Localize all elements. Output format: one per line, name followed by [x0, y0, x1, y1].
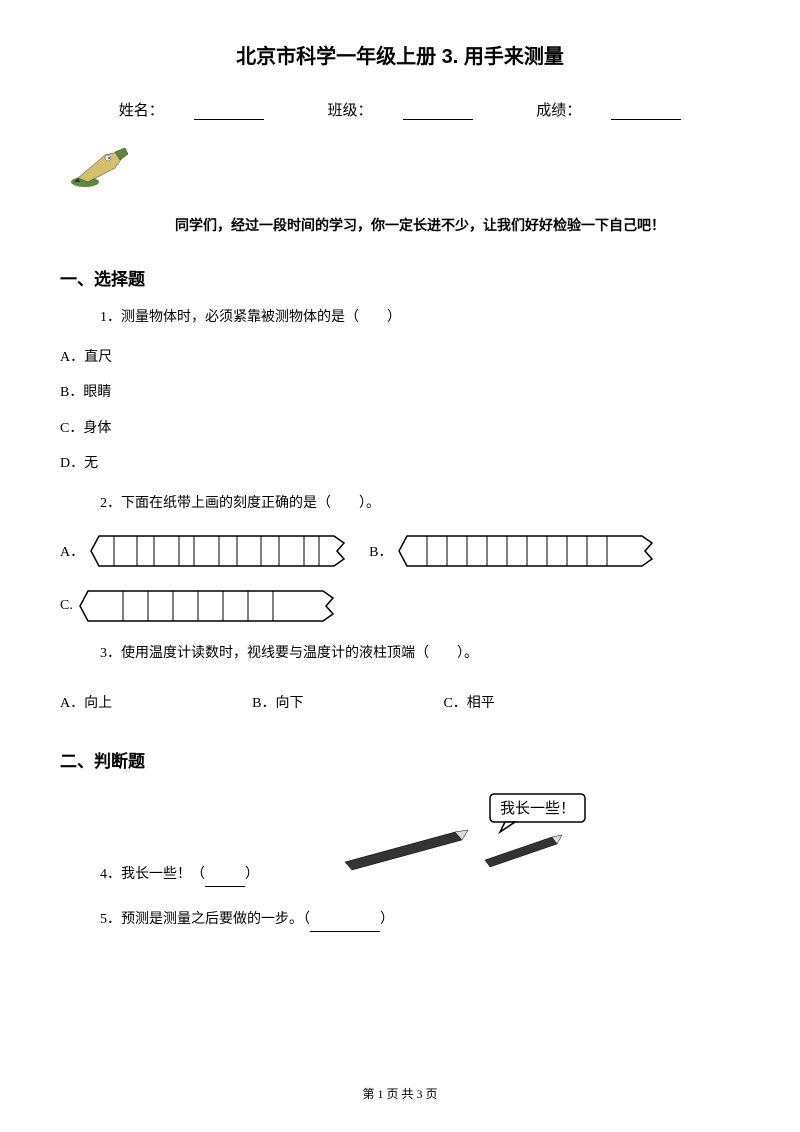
q2-opt-c-label: C. [60, 598, 73, 614]
page-title: 北京市科学一年级上册 3. 用手来测量 [60, 40, 740, 69]
section2-title: 二、判断题 [60, 747, 740, 772]
q2-rulers: A． B． [60, 531, 740, 571]
ruler-b-icon [397, 531, 657, 571]
q3-opt-c: C．相平 [443, 691, 494, 716]
q1-opt-c: C．身体 [60, 416, 740, 441]
info-row: 姓名： 班级： 成绩： [60, 99, 740, 120]
q3-options: A．向上 B．向下 C．相平 [60, 681, 740, 726]
q1-text: 1．测量物体时，必须紧靠被测物体的是（ ） [100, 305, 740, 330]
page-footer: 第 1 页 共 3 页 [0, 1085, 800, 1102]
pencil-mascot-icon [70, 140, 740, 195]
class-label: 班级： [312, 103, 487, 119]
name-label: 姓名： [104, 103, 279, 119]
intro-text: 同学们，经过一段时间的学习，你一定长进不少，让我们好好检验一下自己吧！ [100, 215, 740, 235]
q2-opt-a-label: A． [60, 541, 84, 561]
ruler-a-icon [89, 531, 349, 571]
svg-text:我长一些！: 我长一些！ [500, 800, 575, 817]
q2-rulers-2: C. [60, 586, 740, 626]
q3-opt-b: B．向下 [252, 691, 303, 716]
q2-opt-b-label: B． [369, 541, 392, 561]
ruler-c-icon [78, 586, 338, 626]
q3-text: 3．使用温度计读数时，视线要与温度计的液柱顶端（ ）。 [100, 641, 740, 666]
q2-text: 2．下面在纸带上画的刻度正确的是（ ）。 [100, 491, 740, 516]
q1-opt-b: B．眼睛 [60, 380, 740, 405]
score-label: 成绩： [521, 103, 696, 119]
q5-text: 5．预测是测量之后要做的一步。（） [100, 907, 740, 932]
q3-opt-a: A．向上 [60, 691, 112, 716]
q1-opt-a: A．直尺 [60, 345, 740, 370]
section1-title: 一、选择题 [60, 265, 740, 290]
q1-opt-d: D．无 [60, 451, 740, 476]
